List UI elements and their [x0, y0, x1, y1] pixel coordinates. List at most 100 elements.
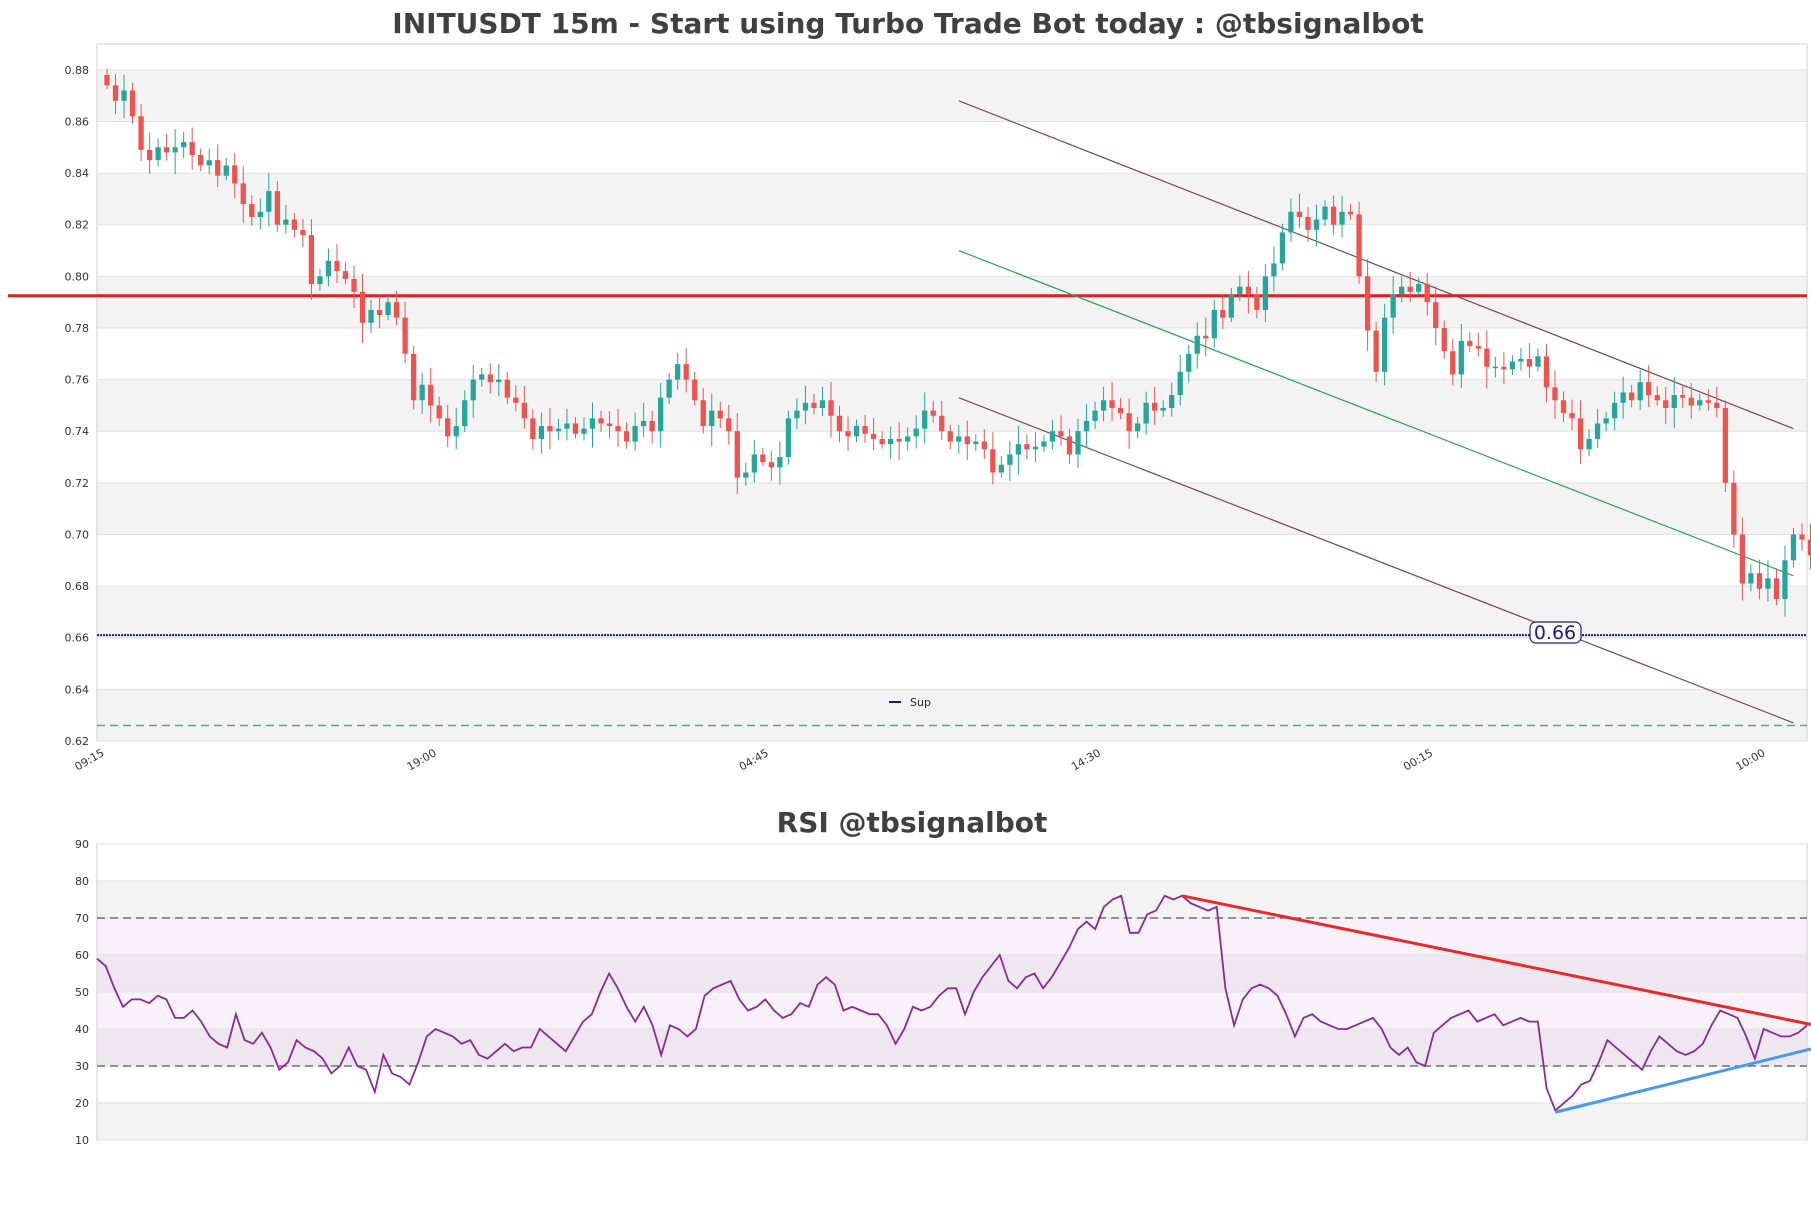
candle-body	[1169, 395, 1175, 408]
candle-body	[981, 441, 987, 450]
candle-body	[368, 309, 374, 323]
rsi-y-tick-label: 10	[75, 1134, 89, 1147]
candle-body	[223, 165, 229, 176]
candle-body	[990, 449, 996, 473]
candle-body	[606, 423, 613, 427]
candle-body	[1790, 534, 1797, 561]
candle-body	[453, 426, 459, 437]
candle-body	[692, 379, 698, 401]
candle-body	[1288, 211, 1294, 233]
price-band	[97, 586, 1807, 638]
candle-body	[751, 454, 757, 473]
candle-body	[922, 410, 928, 429]
candle-body	[1262, 276, 1269, 310]
price-y-tick-label: 0.88	[65, 64, 90, 77]
price-x-tick-label: 19:00	[405, 746, 439, 773]
candle-body	[1152, 402, 1158, 411]
candle-body	[240, 183, 246, 205]
candle-body	[1756, 573, 1763, 589]
rsi-band	[97, 1066, 1807, 1103]
price-band	[97, 379, 1807, 432]
candle-body	[1356, 214, 1362, 277]
candle-body	[189, 142, 195, 156]
candle-body	[1075, 431, 1081, 455]
candle-body	[172, 147, 178, 153]
rsi-series	[96, 894, 1808, 1112]
candle-body	[1450, 351, 1456, 375]
price-x-tick-label: 00:15	[1401, 746, 1435, 773]
candle-body	[1245, 286, 1251, 295]
candle-body	[410, 353, 417, 401]
candle-body	[896, 438, 902, 442]
candle-body	[1646, 382, 1652, 396]
price-y-tick-label: 0.66	[65, 632, 90, 645]
candle-body	[1416, 284, 1422, 292]
candle-body	[1347, 211, 1354, 215]
price-band	[97, 637, 1807, 690]
rsi-band	[97, 881, 1807, 918]
price-y-tick-label: 0.74	[65, 425, 90, 438]
price-band	[97, 534, 1807, 587]
candle-body	[257, 211, 263, 217]
candle-body	[155, 147, 161, 161]
channel-lower	[958, 397, 1794, 724]
rsi-band	[97, 918, 1807, 955]
candle-body	[266, 191, 272, 212]
candle-body	[615, 426, 621, 432]
rsi-levels	[97, 917, 1807, 1067]
candle-body	[1211, 309, 1217, 339]
rsi-y-tick-label: 30	[75, 1060, 89, 1073]
candle-body	[1501, 366, 1507, 370]
candle-body	[1237, 286, 1243, 295]
candle-body	[1484, 348, 1490, 367]
candle-body	[419, 384, 425, 401]
resistance-trend	[1181, 894, 1811, 1026]
price-band	[97, 276, 1807, 328]
price-y-tick-label: 0.72	[65, 477, 90, 490]
candle-body	[905, 436, 911, 442]
candle-body	[385, 302, 391, 316]
candle-body	[1381, 317, 1388, 372]
candle-body	[342, 271, 349, 279]
candle-body	[530, 418, 536, 439]
candlesticks	[104, 68, 1811, 617]
candle-body	[811, 402, 817, 408]
candle-body	[1390, 294, 1396, 318]
candle-body	[1305, 216, 1311, 230]
price-x-tick-label: 14:30	[1069, 746, 1103, 773]
price-x-tick-label: 10:00	[1733, 746, 1767, 773]
candle-body	[249, 204, 255, 217]
price-band	[97, 482, 1807, 535]
candle-body	[1611, 402, 1618, 419]
price-x-axis: 09:15 19:00 04:45 14:30 00:15 10:00	[73, 746, 1768, 773]
candle-body	[1160, 407, 1166, 411]
rsi-y-axis: 10 20 30 40 50 60 70 80 90	[75, 838, 1807, 1147]
candle-body	[393, 302, 400, 318]
candle-body	[462, 400, 468, 427]
price-label-group: 0.66	[1529, 621, 1582, 644]
price-label-box	[1529, 621, 1582, 644]
candle-body	[1594, 423, 1601, 439]
candle-body	[1322, 206, 1328, 220]
candle-body	[734, 431, 740, 478]
candle-body	[1399, 286, 1405, 295]
rsi-band	[97, 844, 1807, 881]
candle-body	[1032, 446, 1039, 450]
candle-body	[760, 454, 766, 463]
candle-body	[1109, 400, 1115, 408]
candle-body	[1313, 219, 1320, 230]
candle-body	[1714, 402, 1720, 408]
candle-body	[1782, 560, 1788, 600]
candle-body	[1680, 395, 1686, 398]
price-y-tick-label: 0.62	[65, 735, 90, 748]
candle-body	[1117, 407, 1124, 414]
candle-body	[1458, 340, 1464, 375]
candle-body	[675, 364, 681, 380]
candle-body	[198, 155, 204, 166]
candle-body	[163, 147, 170, 153]
candle-body	[121, 90, 127, 101]
candle-body	[1671, 395, 1677, 408]
candle-body	[555, 428, 562, 432]
candle-body	[138, 116, 144, 150]
candle-body	[913, 428, 919, 437]
